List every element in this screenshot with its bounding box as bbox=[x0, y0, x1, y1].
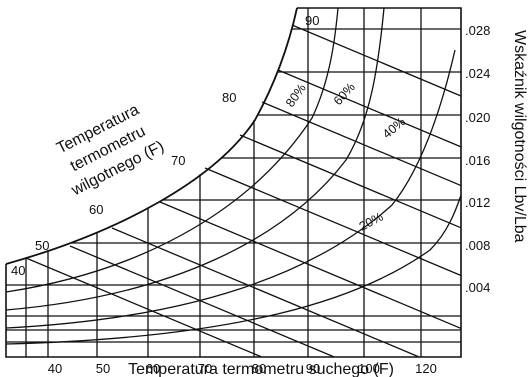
wet-bulb-line bbox=[239, 134, 462, 229]
rh-curve bbox=[5, 194, 462, 345]
wet-bulb-line bbox=[204, 167, 462, 277]
wet-bulb-label: 70 bbox=[171, 153, 185, 168]
x-tick-label: 120 bbox=[415, 361, 437, 376]
rh-curve bbox=[5, 7, 385, 311]
y-tick-labels: .028 .024 .020 .016 .012 .008 .004 bbox=[465, 23, 490, 295]
y-tick-label: .016 bbox=[465, 153, 490, 168]
x-tick-label: 80 bbox=[252, 361, 266, 376]
rh-label-80: 80% bbox=[283, 81, 309, 110]
x-tick-labels: 40 50 60 70 80 90 100 120 bbox=[48, 361, 437, 376]
rh-label-20: 20% bbox=[357, 210, 386, 234]
rh-labels: 80% 60% 40% 20% bbox=[283, 80, 408, 234]
wet-bulb-label: 90 bbox=[305, 13, 319, 28]
rh-label-40: 40% bbox=[380, 114, 408, 141]
x-tick-label: 40 bbox=[48, 361, 62, 376]
y-tick-label: .024 bbox=[465, 66, 490, 81]
y-tick-label: .020 bbox=[465, 110, 490, 125]
wet-bulb-label: 60 bbox=[89, 202, 103, 217]
wet-bulb-tick-labels: 40 50 60 70 80 90 bbox=[11, 13, 319, 278]
wet-bulb-label: 40 bbox=[11, 263, 25, 278]
wet-bulb-label: 80 bbox=[222, 90, 236, 105]
x-axis-title: Temperatura termometru suchego (F) bbox=[128, 361, 394, 377]
wet-bulb-line bbox=[291, 24, 462, 97]
wet-bulb-line bbox=[111, 227, 420, 358]
y-tick-label: .008 bbox=[465, 238, 490, 253]
x-tick-label: 90 bbox=[306, 361, 320, 376]
y-axis-title: Wskaźnik wilgotności Lbv/Lba bbox=[511, 30, 528, 243]
y-tick-label: .012 bbox=[465, 195, 490, 210]
wet-bulb-axis-title: Temperatura termometru wilgotnego (F) bbox=[54, 101, 167, 199]
wet-bulb-line bbox=[25, 257, 262, 358]
y-tick-label: .028 bbox=[465, 23, 490, 38]
wet-bulb-line bbox=[69, 245, 335, 358]
saturation-curve bbox=[5, 7, 298, 265]
rh-label-60: 60% bbox=[331, 80, 358, 108]
wet-bulb-line bbox=[159, 201, 462, 330]
wet-bulb-label: 50 bbox=[35, 238, 49, 253]
x-tick-label: 60 bbox=[146, 361, 160, 376]
chart-frame bbox=[5, 7, 462, 358]
y-tick-label: .004 bbox=[465, 280, 490, 295]
rh-curve bbox=[5, 49, 456, 329]
x-tick-label: 50 bbox=[96, 361, 110, 376]
x-tick-label: 100 bbox=[358, 361, 380, 376]
wet-bulb-line bbox=[261, 101, 462, 187]
rh-curve bbox=[5, 7, 339, 293]
gridlines bbox=[5, 7, 462, 358]
x-tick-label: 70 bbox=[198, 361, 212, 376]
wet-bulb-line bbox=[277, 69, 462, 148]
